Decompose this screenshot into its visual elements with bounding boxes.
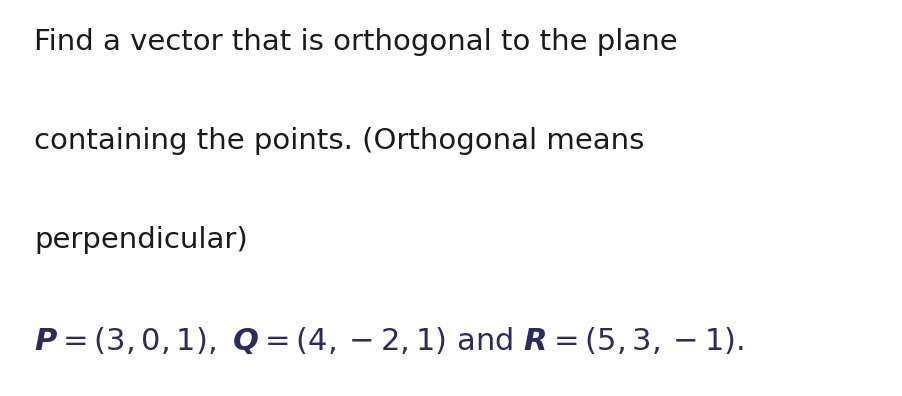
Text: Find a vector that is orthogonal to the plane: Find a vector that is orthogonal to the … [34,28,677,56]
Text: perpendicular): perpendicular) [34,226,248,254]
Text: containing the points. (Orthogonal means: containing the points. (Orthogonal means [34,127,644,155]
Text: $\boldsymbol{P} = (3, 0, 1),\ \boldsymbol{Q} = (4, -2, 1)$$\ \mathrm{and}\ \bold: $\boldsymbol{P} = (3, 0, 1),\ \boldsymbo… [34,326,743,356]
